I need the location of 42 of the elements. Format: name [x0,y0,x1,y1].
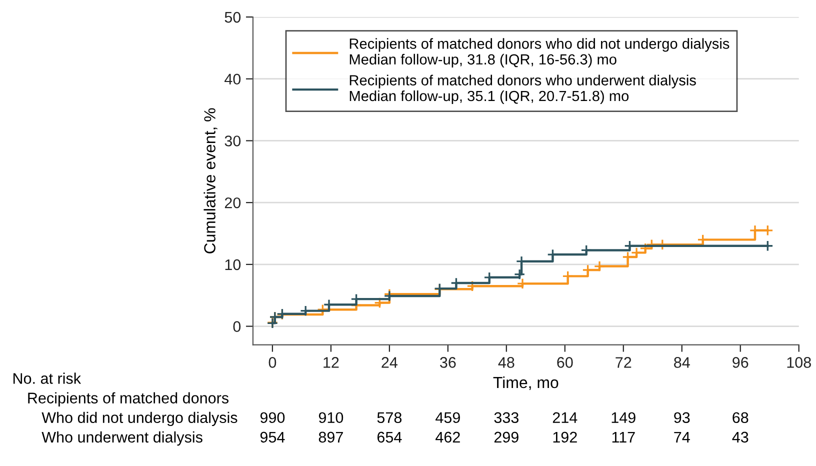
text: 149 [612,412,636,424]
y-tick-label: 30 [224,136,241,146]
text: 68 [732,412,748,424]
x-axis-title: Time, mo [493,376,558,390]
y-axis-title: Cumulative event, % [204,108,218,254]
x-tick-label: 84 [674,357,690,368]
x-tick-label: 72 [616,357,632,368]
text: 578 [377,412,402,424]
x-tick-label: 36 [440,357,456,368]
text: 299 [494,432,518,443]
x-tick-label: 108 [787,357,811,368]
text: Who underwent dialysis [42,431,202,446]
text: Recipients of matched donors [28,392,228,406]
text: 93 [674,412,690,424]
text: 990 [260,412,285,424]
text: 897 [318,432,343,443]
text: Who did not undergo dialysis [42,412,238,426]
x-tick-label: 24 [382,357,398,368]
text: 74 [674,432,690,442]
x-tick-label: 96 [732,357,748,368]
text: 954 [260,432,285,443]
text: 654 [377,432,402,443]
y-tick-label: 0 [233,321,241,332]
x-tick-label: 60 [557,357,573,368]
text: 910 [318,412,344,424]
legend-label: Recipients of matched donors who did not undergo dialysis Median follow-up, 31.8 (IQR, 16-56.3) mo [350,38,730,68]
x-tick-label: 0 [268,357,276,368]
text: 459 [436,412,460,424]
text: 214 [552,412,578,423]
legend-label: Recipients of matched donors who underwent dialysis Median follow-up, 35.1 (IQR, 20.7-51.8) mo [350,74,696,104]
y-tick-label: 10 [225,259,241,270]
text: 43 [732,432,748,443]
text: 192 [553,432,577,443]
text: No. at risk [13,372,82,384]
text: 117 [612,432,635,442]
text: 333 [494,412,518,424]
y-tick-label: 50 [224,12,241,23]
y-tick-label: 20 [224,197,241,208]
x-tick-label: 48 [498,357,514,368]
y-tick-label: 40 [224,74,241,85]
x-tick-label: 12 [324,357,339,368]
text: 462 [436,432,460,443]
